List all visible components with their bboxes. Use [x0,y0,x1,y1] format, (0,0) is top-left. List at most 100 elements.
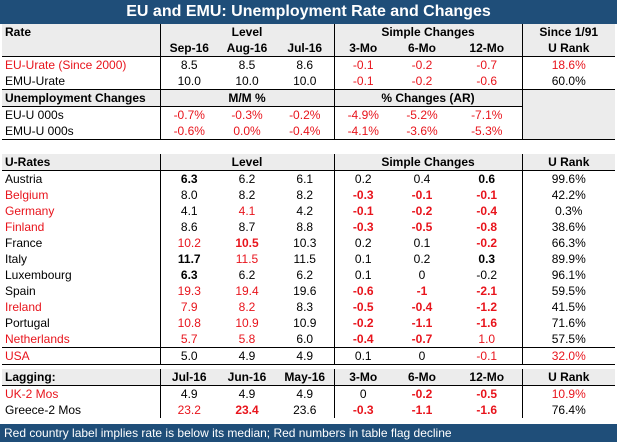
row-label: USA [2,347,160,365]
table-row: Luxembourg 6.3 6.2 6.2 0.1 0 -0.2 96.1% [2,267,615,283]
cell: 10.2 [159,235,218,251]
unemployment-changes-header: Unemployment Changes [2,89,160,107]
row-label: Netherlands [2,331,160,348]
cell: -0.4 [333,331,392,348]
mm-header: M/M % [159,89,334,107]
col-6mo: 6-Mo [392,40,452,57]
cell: -0.7 [476,58,498,72]
cell: -1.1 [411,403,433,417]
row-label: EU-Urate (Since 2000) [5,58,127,72]
cell: -0.8 [476,220,498,234]
ar-header: % Changes (AR) [333,89,522,107]
cell: -2.1 [476,284,498,298]
col-aug16: Aug-16 [218,40,276,57]
cell: 8.6 [296,58,314,72]
unemployment-table: Rate Level Simple Changes Since 1/91 Sep… [2,24,615,140]
cell: 0.0% [218,123,276,140]
row-label: Austria [5,172,43,186]
cell: 8.2 [238,188,256,202]
cell: 0 [333,385,392,402]
cell: 6.0 [276,331,334,348]
cell: 8.0 [159,187,218,203]
cell: -0.7 [392,331,452,348]
rate-header: Rate [2,24,160,40]
cell: -0.1 [333,73,392,90]
row-label: Portugal [5,316,50,330]
cell: -0.5 [476,387,498,401]
cell: 4.2 [296,204,314,218]
cell: 10.5 [235,236,259,250]
cell: 0.3% [521,203,615,219]
cell: -4.1% [333,123,392,140]
cell: 10.0 [276,73,334,90]
cell: 19.6 [293,284,317,298]
row-label: EMU-U 000s [2,123,160,140]
cell: 0.1 [333,347,392,365]
cell: -0.1 [333,203,392,219]
col-urank: U Rank [521,369,615,386]
table-row: Finland 8.6 8.7 8.8 -0.3 -0.5 -0.8 38.6% [2,219,615,235]
table-row: EU-U 000s -0.7% -0.3% -0.2% -4.9% -5.2% … [2,106,615,123]
cell: 23.6 [293,403,317,417]
cell: 57.5% [521,331,615,348]
cell: 0.1 [413,236,431,250]
cell: -0.3 [333,219,392,235]
cell: -0.2 [392,73,452,90]
cell: 8.6 [159,219,218,235]
cell: 7.9 [159,299,218,315]
urates-header-row: U-Rates Level Simple Changes U Rank [2,154,615,171]
cell: 42.2% [521,187,615,203]
cell: 19.3 [159,283,218,299]
col-3mo: 3-Mo [333,40,392,57]
lagging-header: Lagging: [2,369,160,386]
row-label: Germany [5,204,55,218]
cell: 0.4 [413,172,431,186]
row-label: Finland [5,220,45,234]
cell: 32.0% [521,347,615,365]
row-label: Belgium [5,188,49,202]
cell: 11.5 [235,252,259,266]
cell: 5.8 [218,331,276,348]
table-row: EMU-U 000s -0.6% 0.0% -0.4% -4.1% -3.6% … [2,123,615,140]
cell: 10.9 [235,316,259,330]
cell: 11.5 [293,252,316,266]
cell: 4.1 [238,204,256,218]
cell: 23.2 [159,402,218,418]
cell: -1.2 [476,300,498,314]
cell: 4.1 [159,203,218,219]
col-6mo: 6-Mo [392,369,452,386]
col-12mo: 12-Mo [452,369,522,386]
cell: -1 [416,284,428,298]
country-table: U-Rates Level Simple Changes U Rank Aust… [2,154,615,365]
cell: -0.6 [333,283,392,299]
cell: -7.1% [471,108,503,122]
cell: -0.2 [333,315,392,331]
cell: 4.9 [159,385,218,402]
cell: 19.4 [235,284,259,298]
table-row: Germany 4.1 4.1 4.2 -0.1 -0.2 -0.4 0.3% [2,203,615,219]
cell: -1.6 [476,316,498,330]
cell: 41.5% [521,299,615,315]
cell: -0.5 [411,220,433,234]
col-jun16: Jun-16 [218,369,276,386]
cell: 6.3 [159,267,218,283]
cell: 8.7 [238,220,256,234]
level-header: Level [159,24,334,40]
cell: 76.4% [521,402,615,418]
cell: 1.0 [452,331,522,348]
cell: -4.9% [333,106,392,123]
col-jul16: Jul-16 [159,369,218,386]
table-row: EMU-Urate 10.0 10.0 10.0 -0.1 -0.2 -0.6 … [2,73,615,90]
cell: 0.3 [478,252,496,266]
table-row: France 10.2 10.5 10.3 0.2 0.1 -0.2 66.3% [2,235,615,251]
table-row: Austria 6.3 6.2 6.1 0.2 0.4 0.6 99.6% [2,170,615,187]
cell: 8.5 [238,58,256,72]
cell: 0 [418,268,426,282]
cell: 0.2 [333,170,392,187]
cell: -0.1 [333,56,392,73]
cell: 23.4 [235,403,259,417]
cell: 11.7 [159,251,218,267]
cell: 8.5 [159,56,218,73]
row-label: Spain [5,284,36,298]
cell: -0.2 [476,268,498,282]
